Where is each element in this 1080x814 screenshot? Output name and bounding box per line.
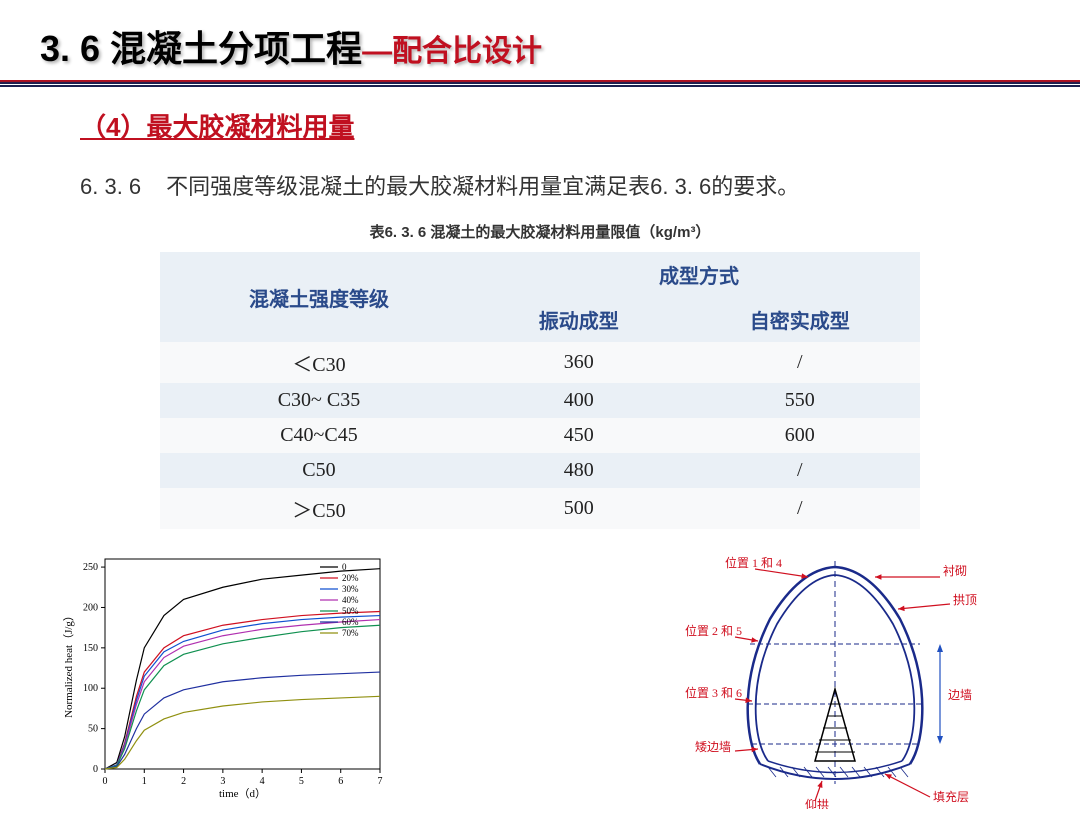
- svg-text:100: 100: [83, 683, 98, 694]
- svg-text:边墙: 边墙: [948, 688, 972, 702]
- svg-text:5: 5: [299, 776, 304, 787]
- clause-number: 6. 3. 6: [80, 174, 160, 200]
- svg-text:40%: 40%: [342, 595, 359, 605]
- svg-text:仰拱: 仰拱: [805, 797, 829, 809]
- svg-text:4: 4: [260, 776, 265, 787]
- svg-text:位置 3 和 6: 位置 3 和 6: [685, 685, 742, 700]
- bottom-figures: 01234567050100150200250020%30%40%50%60%7…: [0, 529, 1080, 809]
- svg-text:0: 0: [93, 764, 98, 775]
- svg-text:Normalized heat（J/g）: Normalized heat（J/g）: [62, 610, 75, 718]
- page-header: 3. 6 混凝土分项工程—配合比设计: [0, 0, 1080, 80]
- svg-text:0: 0: [342, 562, 347, 572]
- svg-text:位置 1 和 4: 位置 1 和 4: [725, 555, 782, 570]
- main-title: 3. 6 混凝土分项工程: [40, 28, 362, 69]
- svg-text:30%: 30%: [342, 584, 359, 594]
- body-paragraph: 6. 3. 6 不同强度等级混凝土的最大胶凝材料用量宜满足表6. 3. 6的要求…: [0, 154, 1080, 221]
- header-divider: [0, 80, 1080, 84]
- svg-text:位置 2 和 5: 位置 2 和 5: [685, 623, 742, 638]
- table-row: C30~ C35400550: [160, 383, 920, 418]
- svg-text:3: 3: [220, 776, 225, 787]
- diagram-svg: 位置 1 和 4 位置 2 和 5 位置 3 和 6 衬砌拱顶边墙矮边墙仰拱 填充层: [640, 549, 1020, 809]
- svg-text:50: 50: [88, 724, 98, 735]
- table-row: ＜C30360/: [160, 342, 920, 383]
- table-row: C40~C45450600: [160, 418, 920, 453]
- svg-text:70%: 70%: [342, 628, 359, 638]
- svg-text:2: 2: [181, 776, 186, 787]
- svg-text:6: 6: [338, 776, 343, 787]
- svg-text:150: 150: [83, 643, 98, 654]
- table-row: C50480/: [160, 453, 920, 488]
- clause-text: 不同强度等级混凝土的最大胶凝材料用量宜满足表6. 3. 6的要求。: [166, 174, 799, 199]
- th-vibration: 振动成型: [478, 297, 680, 342]
- chart-svg: 01234567050100150200250020%30%40%50%60%7…: [60, 549, 390, 799]
- svg-text:衬砌: 衬砌: [943, 564, 967, 578]
- material-limit-table: 混凝土强度等级 成型方式 振动成型 自密实成型 ＜C30360/ C30~ C3…: [160, 252, 920, 529]
- svg-text:250: 250: [83, 562, 98, 573]
- heat-chart: 01234567050100150200250020%30%40%50%60%7…: [60, 549, 390, 799]
- section-title: （4）最大胶凝材料用量: [0, 87, 1080, 154]
- svg-text:0: 0: [103, 776, 108, 787]
- tunnel-diagram: 位置 1 和 4 位置 2 和 5 位置 3 和 6 衬砌拱顶边墙矮边墙仰拱 填充层: [640, 549, 1020, 809]
- th-self: 自密实成型: [680, 297, 920, 342]
- table-caption: 表6. 3. 6 混凝土的最大胶凝材料用量限值（kg/m³）: [0, 221, 1080, 242]
- th-forming: 成型方式: [478, 252, 920, 297]
- svg-text:拱顶: 拱顶: [953, 593, 977, 607]
- sub-title: —配合比设计: [362, 35, 542, 68]
- svg-text:填充层: 填充层: [933, 789, 969, 804]
- svg-text:200: 200: [83, 602, 98, 613]
- svg-text:1: 1: [142, 776, 147, 787]
- table-row: ＞C50500/: [160, 488, 920, 529]
- svg-text:矮边墙: 矮边墙: [695, 740, 731, 754]
- svg-text:time（d）: time（d）: [219, 787, 266, 799]
- svg-text:7: 7: [378, 776, 383, 787]
- svg-text:60%: 60%: [342, 617, 359, 627]
- svg-text:20%: 20%: [342, 573, 359, 583]
- svg-text:50%: 50%: [342, 606, 359, 616]
- th-grade: 混凝土强度等级: [160, 252, 478, 342]
